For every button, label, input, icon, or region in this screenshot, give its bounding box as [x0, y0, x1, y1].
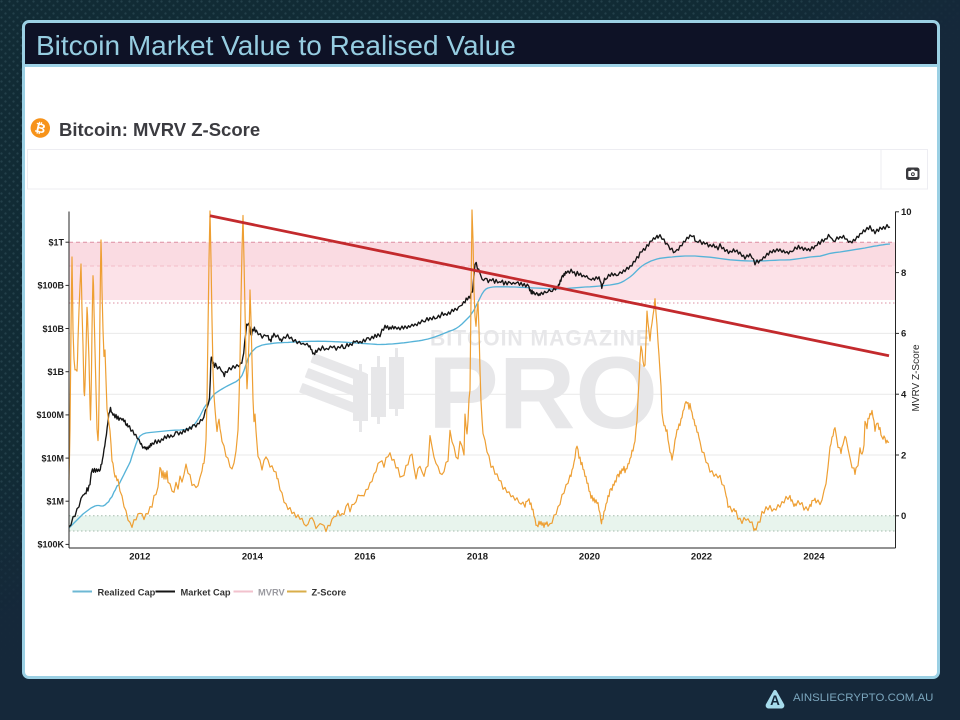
- svg-text:10: 10: [901, 207, 912, 218]
- svg-text:Realized Cap: Realized Cap: [98, 587, 156, 597]
- svg-text:A: A: [770, 693, 780, 708]
- svg-text:MVRV Z-Score: MVRV Z-Score: [911, 344, 922, 411]
- svg-text:$10M: $10M: [41, 453, 64, 463]
- svg-text:$100K: $100K: [37, 540, 64, 550]
- svg-text:2016: 2016: [354, 552, 375, 563]
- svg-text:BITCOIN MAGAZINE: BITCOIN MAGAZINE: [430, 326, 651, 351]
- svg-text:8: 8: [901, 268, 906, 279]
- svg-text:Market Cap: Market Cap: [181, 587, 231, 597]
- svg-text:4: 4: [901, 390, 907, 401]
- svg-text:0: 0: [901, 511, 906, 522]
- svg-text:PRO: PRO: [428, 336, 658, 450]
- svg-text:MVRV: MVRV: [258, 587, 285, 597]
- svg-text:2: 2: [901, 450, 906, 461]
- svg-text:2020: 2020: [579, 552, 600, 563]
- svg-text:2018: 2018: [467, 552, 488, 563]
- svg-text:2024: 2024: [803, 552, 825, 563]
- svg-text:$1M: $1M: [46, 497, 64, 507]
- svg-text:2014: 2014: [242, 552, 264, 563]
- svg-text:$100B: $100B: [37, 281, 64, 291]
- svg-text:$1B: $1B: [47, 367, 64, 377]
- svg-text:2022: 2022: [691, 552, 712, 563]
- svg-text:2012: 2012: [129, 552, 150, 563]
- svg-text:Z-Score: Z-Score: [312, 587, 347, 597]
- svg-text:$10B: $10B: [42, 324, 64, 334]
- svg-text:₿: ₿: [33, 120, 47, 137]
- svg-text:$1T: $1T: [48, 238, 64, 248]
- svg-text:$100M: $100M: [36, 410, 64, 420]
- svg-text:6: 6: [901, 329, 906, 340]
